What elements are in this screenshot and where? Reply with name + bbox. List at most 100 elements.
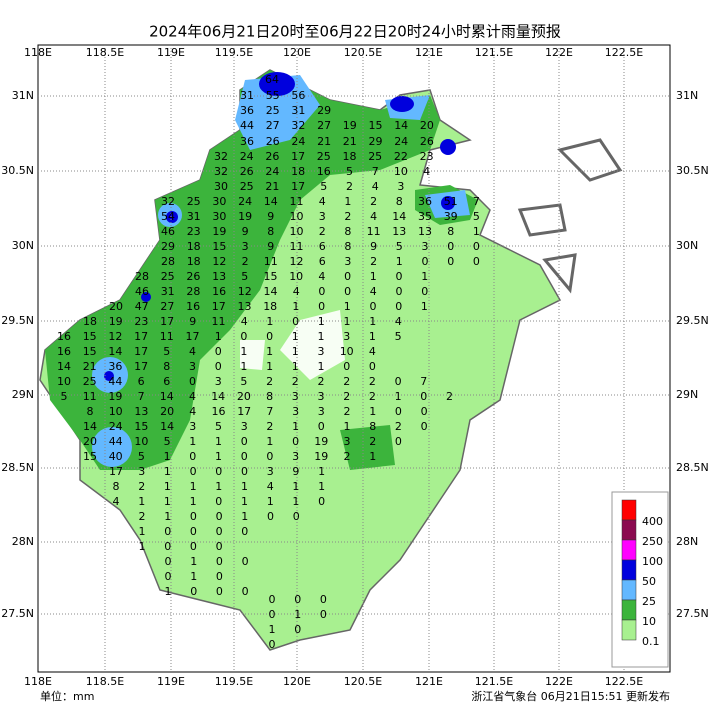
station-value: 29 [161,240,175,253]
station-value: 2 [343,390,350,403]
station-value: 5 [241,270,248,283]
station-value: 21 [343,135,357,148]
station-value: 18 [343,150,357,163]
station-value: 13 [212,270,226,283]
station-value: 19 [343,119,357,132]
station-value: 18 [187,240,201,253]
station-value: 0 [447,255,454,268]
station-value: 2 [370,195,377,208]
x-tick-label: 121.5E [475,675,513,688]
legend-label: 10 [642,615,656,628]
grid: 118E 118E 118.5E 118.5E 119E 119E 119.5E 119.5E… [1,45,709,688]
station-value: 0 [216,525,223,538]
station-value: 36 [240,104,254,117]
station-value: 1 [215,480,222,493]
station-value: 3 [318,405,325,418]
station-value: 18 [83,315,97,328]
station-value: 17 [160,315,174,328]
station-value: 3 [242,240,249,253]
station-value: 0 [215,360,222,373]
station-value: 0 [216,510,223,523]
station-value: 24 [109,420,123,433]
station-value: 1 [164,480,171,493]
station-value: 32 [161,195,175,208]
station-value: 28 [135,270,149,283]
station-value: 4 [369,345,376,358]
station-value: 0 [395,300,402,313]
station-value: 0 [422,255,429,268]
y-tick-label: 30.5N [676,164,709,177]
station-value: 12 [212,255,226,268]
station-value: 14 [160,390,174,403]
station-value: 1 [240,345,247,358]
station-value: 27 [160,300,174,313]
station-value: 1 [190,570,197,583]
station-value: 9 [189,315,196,328]
station-value: 6 [319,255,326,268]
station-value: 17 [134,330,148,343]
station-value: 3 [189,420,196,433]
station-value: 6 [163,375,170,388]
station-value: 1 [266,360,273,373]
station-value: 1 [215,435,222,448]
station-value: 2 [446,390,453,403]
station-value: 0 [215,345,222,358]
station-value: 23 [187,225,201,238]
station-value: 14 [264,285,278,298]
station-value: 0 [395,375,402,388]
station-value: 0 [294,593,301,606]
station-value: 14 [394,119,408,132]
station-value: 1 [189,435,196,448]
station-value: 20 [237,390,251,403]
station-value: 4 [113,495,120,508]
station-value: 2 [346,180,353,193]
station-value: 10 [290,225,304,238]
station-value: 3 [319,210,326,223]
station-value: 1 [292,480,299,493]
station-value: 10 [134,435,148,448]
station-value: 4 [319,195,326,208]
x-tick-label: 118E [24,46,52,59]
station-value: 18 [291,165,305,178]
station-value: 17 [186,330,200,343]
station-value: 23 [420,150,434,163]
station-value: 0 [242,555,249,568]
x-tick-label: 121E [415,675,443,688]
station-value: 0 [165,570,172,583]
station-value: 0 [269,608,276,621]
station-value: 1 [215,330,222,343]
station-value: 5 [473,210,480,223]
x-tick-label: 118.5E [86,675,124,688]
station-value: 46 [135,285,149,298]
station-value: 17 [134,360,148,373]
station-value: 30 [212,210,226,223]
station-value: 1 [241,495,248,508]
unit-label: 单位：mm [40,689,94,703]
station-value: 3 [215,375,222,388]
station-value: 0 [164,525,171,538]
station-value: 18 [263,300,277,313]
station-value: 30 [212,195,226,208]
legend-swatch [621,599,637,621]
station-value: 1 [269,623,276,636]
station-value: 29 [369,135,383,148]
station-value: 0 [216,585,223,598]
x-tick-label: 118E [24,675,52,688]
station-value: 2 [318,375,325,388]
station-value: 0 [369,360,376,373]
station-value: 12 [238,285,252,298]
x-tick-label: 122.5E [605,46,643,59]
station-value: 16 [212,285,226,298]
station-value: 16 [57,345,71,358]
station-value: 7 [473,195,480,208]
station-value: 14 [264,195,278,208]
x-tick-label: 122.5E [605,675,643,688]
station-value: 0 [318,495,325,508]
station-value: 15 [83,345,97,358]
station-value: 0 [292,435,299,448]
legend-label: 25 [642,595,656,608]
station-value: 51 [444,195,458,208]
station-value: 0 [420,390,427,403]
station-value: 25 [317,150,331,163]
station-value: 3 [292,450,299,463]
